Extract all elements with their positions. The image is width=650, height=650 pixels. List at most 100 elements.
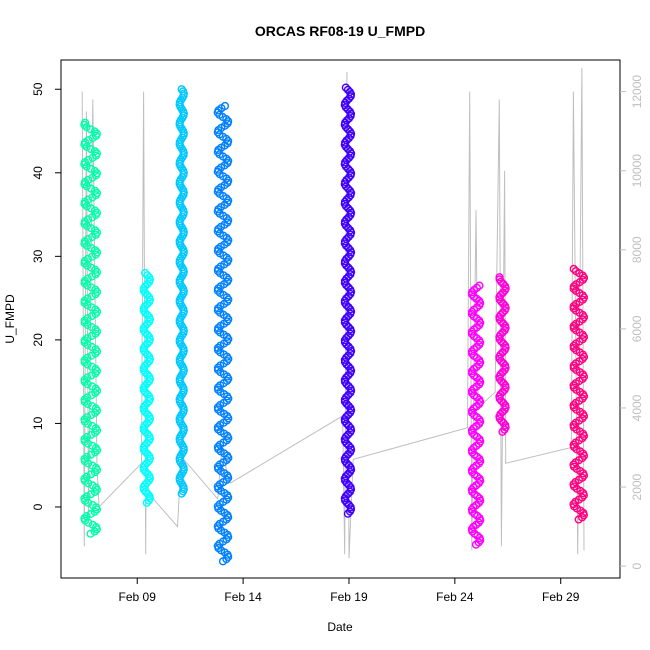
data-point — [92, 208, 102, 217]
y2-tick-label: 10000 — [630, 154, 644, 188]
data-point — [346, 226, 355, 235]
data-point — [220, 101, 230, 111]
data-point — [80, 118, 90, 127]
series-3 — [175, 85, 188, 498]
data-point — [342, 175, 351, 184]
data-point — [83, 235, 93, 244]
y2-tick-label: 6000 — [630, 315, 644, 342]
data-point — [569, 282, 578, 291]
data-point — [496, 310, 505, 319]
data-point — [141, 341, 150, 351]
data-point — [569, 460, 578, 469]
data-point — [92, 287, 102, 297]
data-point — [467, 347, 477, 356]
data-point — [83, 215, 93, 224]
data-point — [91, 369, 100, 378]
data-point — [87, 263, 96, 272]
data-point — [213, 403, 223, 412]
data-point — [213, 423, 223, 432]
data-point — [569, 302, 578, 311]
data-point — [80, 435, 89, 444]
data-point — [88, 402, 97, 411]
data-point — [91, 226, 100, 235]
data-point — [88, 501, 97, 510]
data-point — [342, 254, 351, 264]
data-point — [145, 273, 154, 282]
data-point — [341, 83, 350, 92]
data-point — [475, 474, 484, 483]
data-point — [468, 288, 477, 297]
data-point — [86, 204, 96, 213]
data-point — [496, 390, 505, 399]
data-point — [90, 147, 99, 156]
series-layer — [80, 83, 589, 566]
data-point — [224, 255, 233, 265]
data-point — [140, 441, 149, 450]
data-point — [83, 294, 92, 303]
data-point — [86, 509, 95, 519]
data-point — [475, 375, 484, 385]
data-point — [83, 254, 92, 264]
data-point — [90, 127, 99, 136]
data-point — [86, 164, 96, 173]
data-point — [90, 186, 100, 195]
data-point — [91, 408, 100, 417]
data-point — [90, 428, 100, 437]
data-point — [224, 176, 233, 185]
data-point — [224, 117, 233, 126]
data-point — [475, 415, 484, 424]
data-point — [475, 316, 484, 325]
data-point — [86, 470, 96, 479]
y2-tick-label: 2000 — [630, 473, 644, 500]
x-tick-label: Feb 29 — [542, 590, 580, 604]
data-point — [213, 442, 223, 452]
data-point — [224, 216, 233, 225]
data-point — [346, 285, 355, 294]
data-point — [90, 448, 100, 457]
data-point — [92, 228, 102, 237]
data-point — [467, 465, 477, 475]
data-point — [342, 235, 351, 244]
data-point — [140, 361, 150, 370]
data-point — [341, 432, 351, 441]
data-point — [82, 122, 91, 132]
data-point — [214, 304, 223, 313]
y-tick-label: 10 — [31, 416, 45, 430]
data-point — [569, 401, 578, 410]
data-point — [496, 410, 505, 419]
data-point — [467, 406, 477, 415]
data-point — [346, 443, 355, 452]
series-5 — [340, 83, 356, 518]
y2-tick-label: 4000 — [630, 394, 644, 421]
data-point — [346, 246, 355, 255]
data-point — [143, 271, 152, 280]
data-point — [569, 321, 578, 331]
data-point — [569, 500, 578, 509]
data-point — [342, 294, 351, 303]
data-point — [90, 166, 100, 176]
data-point — [341, 452, 351, 461]
data-point — [82, 472, 91, 481]
data-point — [342, 353, 351, 362]
data-point — [342, 314, 351, 323]
data-point — [88, 421, 97, 431]
data-point — [500, 282, 510, 291]
data-point — [569, 440, 578, 449]
data-point — [145, 313, 154, 322]
x-tick-label: Feb 19 — [330, 590, 368, 604]
data-point — [86, 125, 95, 134]
data-point — [346, 206, 355, 215]
data-point — [346, 147, 355, 156]
data-point — [467, 327, 477, 336]
data-point — [87, 382, 97, 391]
data-point — [346, 344, 355, 354]
data-point — [82, 492, 91, 501]
data-point — [82, 413, 92, 422]
data-point — [213, 363, 223, 372]
data-point — [342, 333, 351, 343]
data-point — [341, 492, 351, 501]
data-point — [501, 321, 510, 330]
data-point — [467, 485, 477, 494]
data-point — [86, 490, 96, 499]
